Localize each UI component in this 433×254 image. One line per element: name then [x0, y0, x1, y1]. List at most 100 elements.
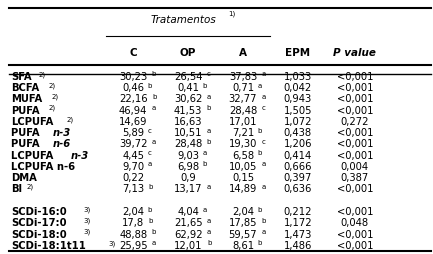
Text: <0,001: <0,001 — [336, 151, 373, 161]
Text: 0,41: 0,41 — [177, 83, 199, 93]
Text: LCPUFA: LCPUFA — [11, 151, 57, 161]
Text: 28,48: 28,48 — [229, 106, 257, 116]
Text: 1): 1) — [228, 11, 235, 17]
Text: a: a — [207, 94, 211, 100]
Text: n-3: n-3 — [71, 151, 89, 161]
Text: 2): 2) — [66, 116, 74, 123]
Text: a: a — [148, 162, 152, 167]
Text: A: A — [239, 49, 247, 58]
Text: b: b — [258, 128, 262, 134]
Text: 16,63: 16,63 — [174, 117, 202, 127]
Text: n-3: n-3 — [53, 128, 71, 138]
Text: SCDi-18:1t11: SCDi-18:1t11 — [11, 241, 86, 251]
Text: 1,072: 1,072 — [284, 117, 312, 127]
Text: 3): 3) — [108, 240, 116, 247]
Text: 3): 3) — [83, 218, 90, 224]
Text: 0,15: 0,15 — [232, 173, 254, 183]
Text: b: b — [152, 94, 156, 100]
Text: <0,001: <0,001 — [336, 230, 373, 240]
Text: 19,30: 19,30 — [229, 139, 257, 149]
Text: BCFA: BCFA — [11, 83, 39, 93]
Text: b: b — [258, 240, 262, 246]
Text: 48,88: 48,88 — [119, 230, 147, 240]
Text: PUFA: PUFA — [11, 139, 43, 149]
Text: <0,001: <0,001 — [336, 94, 373, 104]
Text: n-6: n-6 — [53, 139, 71, 149]
Text: 0,71: 0,71 — [232, 83, 254, 93]
Text: Tratamentos: Tratamentos — [151, 15, 216, 25]
Text: b: b — [203, 162, 207, 167]
Text: 25,95: 25,95 — [119, 241, 148, 251]
Text: 8,61: 8,61 — [232, 241, 254, 251]
Text: b: b — [148, 83, 152, 89]
Text: LCPUFA: LCPUFA — [11, 117, 53, 127]
Text: LCPUFA n-6: LCPUFA n-6 — [11, 162, 75, 172]
Text: b: b — [203, 83, 207, 89]
Text: 2): 2) — [48, 105, 56, 111]
Text: 0,46: 0,46 — [122, 83, 144, 93]
Text: <0,001: <0,001 — [336, 72, 373, 82]
Text: 0,414: 0,414 — [284, 151, 312, 161]
Text: 0,042: 0,042 — [284, 83, 312, 93]
Text: b: b — [148, 207, 152, 213]
Text: a: a — [262, 162, 266, 167]
Text: 7,21: 7,21 — [232, 128, 254, 138]
Text: 28,48: 28,48 — [174, 139, 202, 149]
Text: 0,22: 0,22 — [122, 173, 144, 183]
Text: 0,004: 0,004 — [341, 162, 369, 172]
Text: C: C — [129, 49, 137, 58]
Text: a: a — [262, 184, 266, 190]
Text: a: a — [258, 83, 262, 89]
Text: 1,486: 1,486 — [284, 241, 312, 251]
Text: a: a — [152, 240, 156, 246]
Text: b: b — [148, 184, 152, 190]
Text: 2): 2) — [52, 93, 59, 100]
Text: 26,54: 26,54 — [174, 72, 202, 82]
Text: c: c — [262, 105, 265, 111]
Text: b: b — [207, 240, 211, 246]
Text: b: b — [258, 150, 262, 156]
Text: 14,69: 14,69 — [119, 117, 148, 127]
Text: a: a — [262, 71, 266, 77]
Text: 1,473: 1,473 — [284, 230, 312, 240]
Text: SCDi-18:0: SCDi-18:0 — [11, 230, 66, 240]
Text: 4,04: 4,04 — [177, 207, 199, 217]
Text: b: b — [258, 207, 262, 213]
Text: SFA: SFA — [11, 72, 32, 82]
Text: 21,65: 21,65 — [174, 218, 202, 228]
Text: a: a — [207, 128, 211, 134]
Text: <0,001: <0,001 — [336, 241, 373, 251]
Text: 30,62: 30,62 — [174, 94, 202, 104]
Text: 6,98: 6,98 — [177, 162, 199, 172]
Text: 41,53: 41,53 — [174, 106, 202, 116]
Text: 3): 3) — [84, 206, 91, 213]
Text: 0,272: 0,272 — [341, 117, 369, 127]
Text: 6,58: 6,58 — [232, 151, 254, 161]
Text: 37,83: 37,83 — [229, 72, 257, 82]
Text: c: c — [207, 71, 211, 77]
Text: 2): 2) — [38, 71, 45, 77]
Text: 7,13: 7,13 — [122, 184, 144, 195]
Text: 12,01: 12,01 — [174, 241, 202, 251]
Text: 59,57: 59,57 — [229, 230, 257, 240]
Text: b: b — [207, 139, 211, 145]
Text: <0,001: <0,001 — [336, 83, 373, 93]
Text: SCDi-17:0: SCDi-17:0 — [11, 218, 66, 228]
Text: a: a — [262, 229, 266, 235]
Text: 0,9: 0,9 — [180, 173, 196, 183]
Text: 9,70: 9,70 — [122, 162, 144, 172]
Text: a: a — [207, 229, 211, 235]
Text: 62,92: 62,92 — [174, 230, 202, 240]
Text: c: c — [148, 150, 152, 156]
Text: SCDi-16:0: SCDi-16:0 — [11, 207, 66, 217]
Text: b: b — [262, 218, 266, 224]
Text: 30,23: 30,23 — [119, 72, 147, 82]
Text: 1,206: 1,206 — [284, 139, 312, 149]
Text: b: b — [207, 105, 211, 111]
Text: <0,001: <0,001 — [336, 128, 373, 138]
Text: c: c — [148, 128, 152, 134]
Text: OP: OP — [180, 49, 196, 58]
Text: 2): 2) — [26, 184, 33, 190]
Text: 4,45: 4,45 — [122, 151, 144, 161]
Text: 0,636: 0,636 — [284, 184, 312, 195]
